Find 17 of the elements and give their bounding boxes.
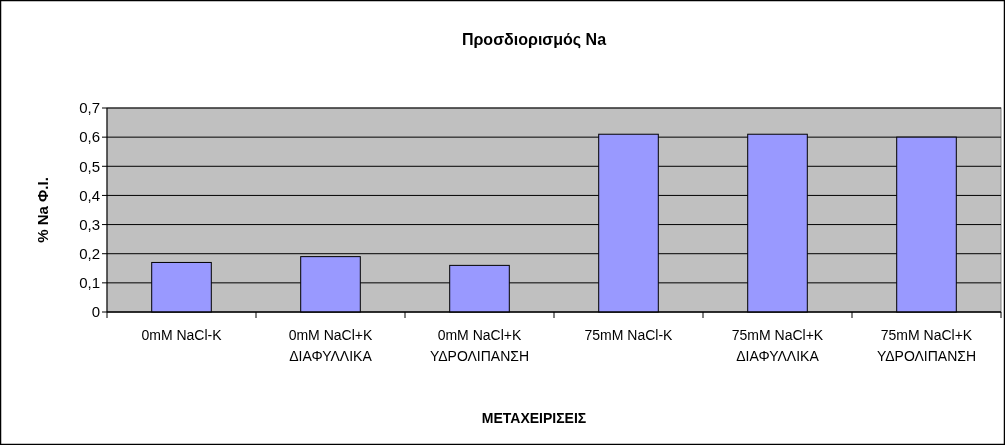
y-tick-label: 0,4 [79, 186, 100, 204]
x-tick-label: 0mM NaCl-K [141, 327, 223, 343]
y-tick-label: 0,6 [79, 128, 100, 146]
x-tick-label: 0mM NaCl+K ΔΙΑΦΥΛΛΙΚΑ [288, 327, 373, 364]
y-tick-label: 0 [91, 303, 100, 321]
chart-title: Προσδιορισμός Na [461, 31, 607, 49]
x-axis-title: ΜΕΤΑΧΕΙΡΙΣΕΙΣ [481, 410, 587, 426]
x-tick-label: 75mM NaCl+K ΥΔΡΟΛΙΠΑΝΣΗ [876, 327, 977, 364]
y-tick-label: 0,5 [79, 157, 100, 175]
y-tick-label: 0,2 [79, 244, 100, 262]
y-axis-title: % Na Φ.Ι. [34, 177, 51, 243]
x-tick-label: 75mM NaCl+K ΔΙΑΦΥΛΛΙΚΑ [731, 327, 824, 364]
y-tick-label: 0,3 [79, 215, 100, 233]
x-tick-label: 75mM NaCl-K [584, 327, 674, 343]
y-tick-label: 0,7 [79, 99, 100, 117]
y-tick-label: 0,1 [79, 274, 100, 292]
x-tick-label: 0mM NaCl+K ΥΔΡΟΛΙΠΑΝΣΗ [429, 327, 530, 364]
